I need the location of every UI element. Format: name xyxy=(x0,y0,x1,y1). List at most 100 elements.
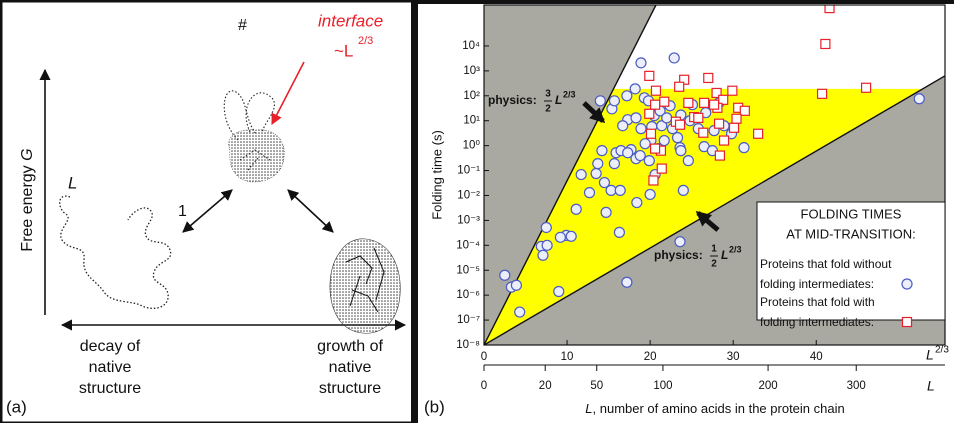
x2-tick-label: 20 xyxy=(539,380,552,392)
data-point xyxy=(646,129,655,138)
data-point xyxy=(645,71,654,80)
y-tick-label: 10⁻⁷ xyxy=(457,314,480,326)
energy-label-text: Free energy xyxy=(19,161,36,252)
data-point xyxy=(914,94,924,104)
data-point xyxy=(754,129,763,138)
annotation-exponent: 2/3 xyxy=(729,244,742,254)
annotation-numerator: 3 xyxy=(545,89,551,100)
data-point xyxy=(694,113,703,122)
legend-title: FOLDING TIMES xyxy=(801,206,902,221)
data-point xyxy=(591,169,601,179)
annotation-text: physics: xyxy=(488,93,537,107)
interface-label: interface xyxy=(318,11,383,30)
annotation-text: physics: xyxy=(654,248,703,262)
data-point xyxy=(515,307,525,317)
x-tick-label: 40 xyxy=(810,351,823,363)
data-point xyxy=(609,96,619,106)
data-point xyxy=(676,146,686,156)
panel-label: (b) xyxy=(424,397,445,416)
data-point xyxy=(732,114,741,123)
data-point xyxy=(660,97,669,106)
panel-label: (a) xyxy=(6,397,27,416)
transition-arrow xyxy=(183,190,232,232)
y-tick-label: 10⁴ xyxy=(462,40,480,52)
data-point xyxy=(538,250,548,260)
data-point xyxy=(720,136,729,145)
transition-label: # xyxy=(238,17,247,34)
native-blob xyxy=(330,239,400,333)
data-point xyxy=(566,231,576,241)
data-point xyxy=(715,151,724,160)
unfolded-label: L xyxy=(68,173,77,192)
annotation-symbol: L xyxy=(555,93,562,107)
data-point xyxy=(554,287,564,297)
data-point xyxy=(645,109,654,118)
data-point xyxy=(542,240,552,250)
legend-label: Proteins that fold with folding intermed… xyxy=(760,292,912,332)
data-point xyxy=(651,100,660,109)
data-point xyxy=(675,237,685,247)
data-point xyxy=(704,73,713,82)
data-point xyxy=(635,151,645,161)
data-point xyxy=(710,100,719,109)
panel-separator xyxy=(411,0,418,423)
data-point xyxy=(636,124,646,134)
data-point xyxy=(739,143,749,153)
x2-tick-label: 100 xyxy=(653,380,672,392)
data-point xyxy=(630,84,640,94)
data-point xyxy=(715,119,724,128)
energy-axis-label: Free energy G xyxy=(19,148,36,251)
data-point xyxy=(821,39,830,48)
annotation-symbol: L xyxy=(721,248,728,262)
data-point xyxy=(593,159,603,169)
legend-title: AT MID-TRANSITION: xyxy=(786,226,916,241)
data-point xyxy=(571,204,581,214)
x2-axis-symbol: L xyxy=(927,378,935,394)
y-tick-label: 10⁻³ xyxy=(457,214,480,226)
data-point xyxy=(541,222,551,232)
interface-arrow xyxy=(272,62,304,124)
right-caption: native xyxy=(329,359,372,376)
data-point xyxy=(651,144,660,153)
figure: Free energy G decay of native structure … xyxy=(0,0,954,423)
annotation-numerator: 1 xyxy=(711,244,717,255)
data-point xyxy=(632,198,642,208)
interface-symbol: ~L xyxy=(334,41,353,60)
data-point xyxy=(622,91,632,101)
data-point xyxy=(631,113,641,123)
annotation-denominator: 2 xyxy=(545,104,551,115)
legend-marker xyxy=(903,318,912,327)
annotation-exponent: 2/3 xyxy=(563,89,576,99)
x-label-text: , number of amino acids in the protein c… xyxy=(593,401,845,416)
data-point xyxy=(728,86,737,95)
data-point xyxy=(669,53,679,63)
x-tick-label: 20 xyxy=(644,351,657,363)
y-tick-label: 10⁰ xyxy=(463,140,481,152)
x-tick-label: 30 xyxy=(727,351,740,363)
data-point xyxy=(673,133,683,143)
right-caption: structure xyxy=(319,380,381,397)
data-point xyxy=(614,227,624,237)
data-point xyxy=(651,86,660,95)
y-axis-label: Folding time (s) xyxy=(429,130,444,220)
x-tick-label: 10 xyxy=(561,351,574,363)
data-point xyxy=(555,232,565,242)
data-point xyxy=(649,176,658,185)
data-point xyxy=(730,123,739,132)
data-point xyxy=(618,121,628,131)
data-point xyxy=(699,128,708,137)
intermediate-label: 1 xyxy=(178,203,187,220)
legend-entry: Proteins that fold with folding intermed… xyxy=(760,292,912,332)
x-label-symbol: L xyxy=(585,401,592,416)
legend-marker xyxy=(902,279,912,289)
data-point xyxy=(645,189,655,199)
data-point xyxy=(740,106,749,115)
data-point xyxy=(595,96,605,106)
y-tick-label: 10⁻¹ xyxy=(457,165,480,177)
data-point xyxy=(609,159,619,169)
data-point xyxy=(576,170,586,180)
data-point xyxy=(700,98,709,107)
transition-arrow xyxy=(288,190,333,232)
legend-label: Proteins that fold without folding inter… xyxy=(760,254,912,294)
x-tick-label: 0 xyxy=(481,351,487,363)
